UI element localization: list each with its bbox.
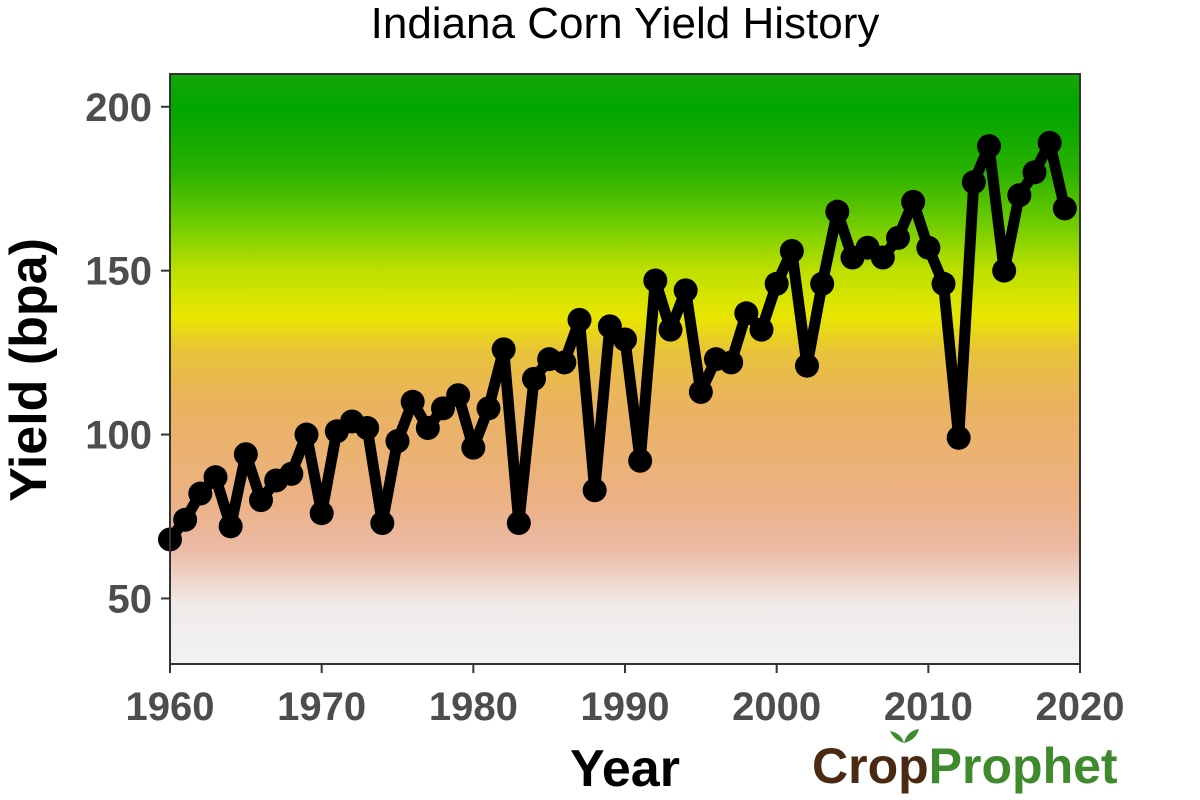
x-tick-label: 2010 — [884, 685, 973, 729]
data-point — [218, 514, 243, 539]
data-point — [734, 301, 759, 326]
x-axis-label: Year — [570, 740, 680, 798]
data-point — [491, 337, 516, 362]
data-point — [188, 481, 213, 506]
data-point — [552, 350, 577, 375]
data-point — [294, 422, 319, 447]
data-point — [870, 245, 895, 270]
data-point — [355, 416, 380, 440]
data-point — [400, 389, 425, 414]
data-point — [476, 396, 501, 421]
logo-text-crop-o: o — [868, 738, 899, 794]
data-point — [961, 170, 986, 195]
data-point — [1037, 130, 1062, 155]
data-point — [1007, 183, 1032, 208]
data-point — [673, 278, 698, 303]
logo-text-prophet: Prophet — [929, 738, 1118, 794]
data-point — [931, 271, 956, 296]
svg-text:CropProphet: CropProphet — [812, 738, 1118, 794]
data-point — [233, 442, 258, 467]
data-point — [749, 317, 774, 342]
data-point — [415, 416, 440, 440]
data-point — [522, 366, 546, 391]
data-point — [946, 425, 971, 450]
data-point — [658, 317, 683, 342]
data-point — [370, 511, 395, 536]
data-point — [764, 271, 789, 296]
data-point — [385, 429, 410, 454]
data-point — [567, 307, 592, 332]
data-point — [977, 134, 1001, 159]
data-point — [582, 478, 607, 503]
series-layer — [158, 130, 1077, 552]
cropprophet-logo: CropProphet — [812, 729, 1118, 794]
data-point — [916, 235, 941, 260]
x-tick-label: 1980 — [429, 685, 518, 729]
x-tick-label: 2000 — [732, 685, 821, 729]
x-tick-label: 1990 — [581, 685, 670, 729]
x-tick-label: 2020 — [1036, 685, 1125, 729]
data-point — [506, 511, 531, 536]
y-tick-label: 150 — [85, 250, 152, 294]
data-point — [628, 448, 653, 473]
data-point — [810, 271, 835, 296]
data-point — [309, 501, 334, 526]
sprout-icon — [890, 729, 919, 743]
data-point — [688, 379, 713, 404]
data-point — [901, 189, 926, 214]
chart-title: Indiana Corn Yield History — [371, 0, 880, 48]
data-point — [1022, 160, 1047, 185]
data-point — [1052, 196, 1077, 221]
axis-layer: 50 100 150 200 1960 1970 1980 1990 2000 2010 2020 — [85, 86, 1124, 729]
y-axis-label: Yield (bpa) — [0, 238, 58, 502]
logo-text-crop-end: p — [898, 738, 929, 794]
data-point — [446, 383, 471, 408]
data-point — [795, 353, 819, 378]
y-tick-label: 50 — [108, 577, 153, 621]
x-tick-label: 1960 — [126, 685, 215, 729]
data-point — [992, 258, 1017, 283]
data-point — [279, 461, 304, 486]
data-point — [643, 268, 668, 293]
data-point — [461, 435, 486, 460]
data-point — [249, 488, 273, 513]
data-point — [613, 327, 637, 352]
data-point — [825, 199, 850, 224]
y-tick-label: 100 — [85, 414, 152, 458]
data-point — [203, 465, 228, 490]
data-point — [173, 507, 198, 532]
y-tick-label: 200 — [85, 86, 152, 130]
logo-text-crop-start: Cr — [812, 738, 868, 794]
data-point — [779, 239, 804, 263]
x-tick-label: 1970 — [277, 685, 366, 729]
data-point — [886, 225, 910, 250]
data-point — [719, 350, 744, 375]
